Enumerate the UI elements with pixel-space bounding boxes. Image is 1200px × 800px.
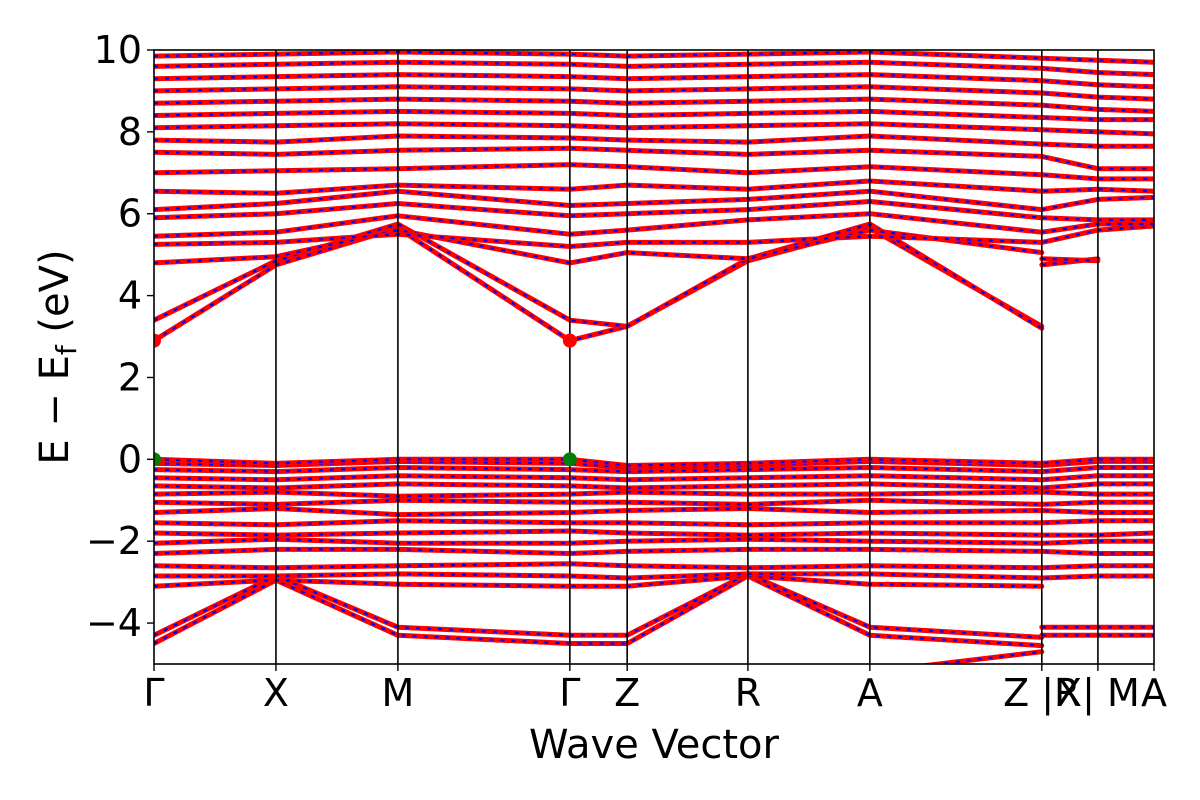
x-tick-label: A (1141, 671, 1167, 715)
cbm-marker (562, 333, 577, 348)
band-line-up-36 (154, 85, 1154, 101)
y-tick-label: 10 (94, 28, 142, 72)
band-line-up-6 (154, 572, 1154, 580)
band-line-up-14 (154, 490, 1154, 498)
band-line-up-38 (154, 61, 1154, 76)
band-line-down-26 (154, 211, 1154, 239)
band-edge-markers (154, 333, 577, 467)
band-line-up-13 (154, 499, 1154, 506)
band-line-up-26 (154, 212, 1154, 238)
plot-frame (153, 49, 1155, 665)
band-line-down-32 (154, 133, 1154, 149)
y-axis-title-main: E − E (32, 355, 78, 465)
band-line-up-16 (154, 474, 1154, 481)
x-tick-label: Z |R (1003, 671, 1080, 716)
cbm-marker (154, 333, 161, 348)
band-line-up-17 (154, 466, 1154, 473)
band-line-up-5 (154, 574, 1042, 588)
band-line-up-33 (154, 122, 1154, 135)
x-tick-label: M (382, 671, 415, 715)
band-line-down-36 (154, 84, 1154, 102)
band-line-up-30 (154, 163, 1154, 180)
band-line-up-10 (154, 529, 1154, 537)
band-line-up-19 (154, 458, 1154, 467)
band-line-down-1 (154, 573, 1045, 649)
band-line-down-30 (154, 162, 1154, 182)
x-tick-label: Z (614, 671, 640, 715)
x-tick-label: Γ (559, 671, 580, 715)
y-tick-label: −4 (86, 601, 142, 645)
band-line-down-28 (154, 188, 1154, 213)
bands-layer (154, 50, 1154, 664)
band-line-up-32 (154, 134, 1154, 148)
band-line-down-27 (154, 199, 1154, 223)
y-axis-title-sub: f (50, 344, 83, 355)
x-tick-label: A (857, 671, 883, 715)
band-line-up-23 (1041, 257, 1098, 262)
x-tick-label: Γ (143, 671, 164, 715)
x-tick-label: R (735, 671, 761, 715)
band-line-up-39 (154, 50, 1154, 64)
x-tick-label: X (263, 671, 289, 715)
band-line-up-7 (154, 562, 1154, 569)
y-tick-label: 6 (118, 192, 142, 236)
band-line-up-12 (154, 507, 1154, 516)
y-tick-label: −2 (86, 519, 142, 563)
band-line-up-35 (154, 97, 1154, 113)
vbm-marker (562, 452, 577, 467)
y-tick-label: 2 (118, 355, 142, 399)
y-tick-label: 4 (118, 274, 142, 318)
x-tick-label: X| M (1056, 671, 1140, 716)
band-line-up-15 (154, 482, 1154, 490)
y-axis-title-tail: (eV) (32, 249, 78, 345)
y-axis-title: E − Ef (eV) (32, 249, 83, 464)
band-line-up-37 (154, 73, 1154, 88)
band-line-up-34 (154, 110, 1154, 121)
y-axis-ticks: 10 8 6 4 2 0 −2 −4 (86, 28, 154, 645)
band-line-down-37 (154, 72, 1154, 90)
band-line-up-31 (154, 147, 1154, 170)
y-tick-label: 8 (118, 110, 142, 154)
x-axis-title: Wave Vector (529, 722, 780, 768)
band-line-up-9 (154, 538, 1154, 545)
band-line-down-38 (154, 59, 1154, 78)
kpoint-divider-lines (275, 50, 1099, 664)
vbm-marker (154, 452, 161, 467)
band-line-up-2 (154, 572, 1042, 639)
band-line-down-25 (154, 223, 1154, 249)
band-line-up-8 (154, 548, 1154, 555)
band-line-down-35 (154, 96, 1154, 114)
y-tick-label: 0 (118, 437, 142, 481)
band-line-up-11 (154, 519, 1154, 526)
band-line-down-29 (154, 178, 1154, 196)
